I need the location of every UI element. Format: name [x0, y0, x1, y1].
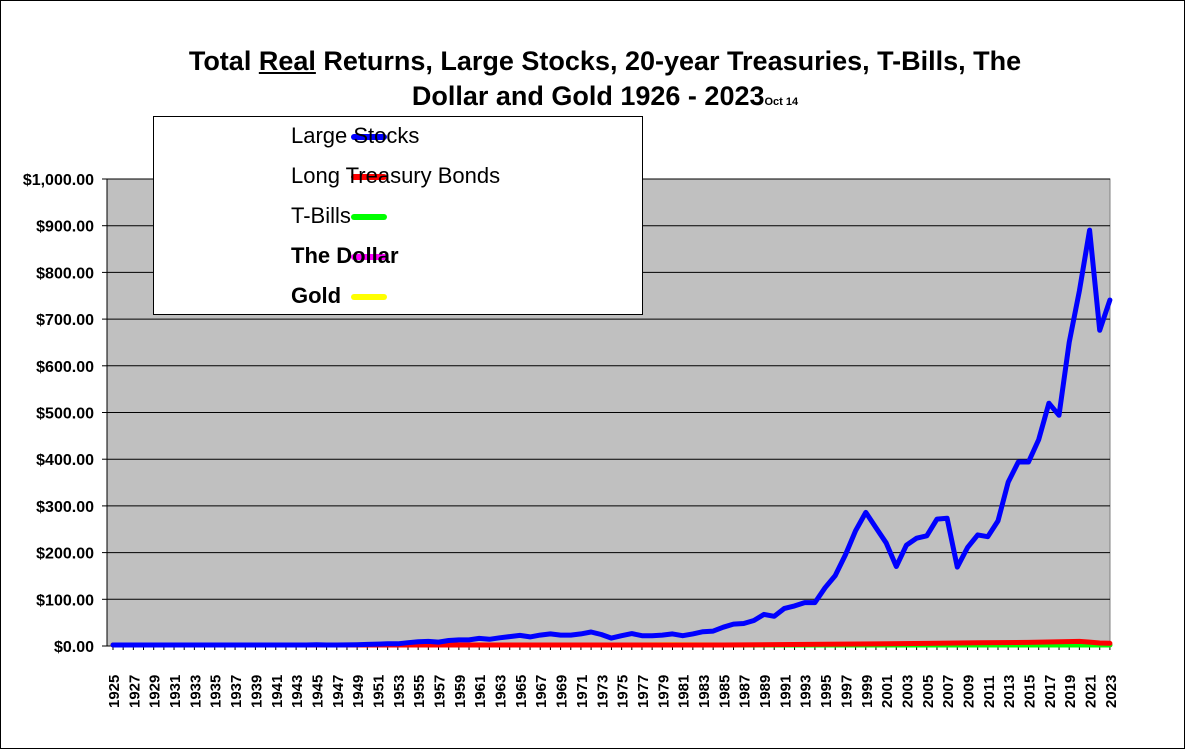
x-tick-label: 1991: [777, 675, 794, 708]
series-line-large-stocks: [110, 227, 1113, 648]
legend-label-the-dollar: The Dollar: [291, 243, 399, 268]
chart-title-line2: Dollar and Gold 1926 - 2023Oct 14: [100, 79, 1110, 119]
chart-legend: Large Stocks Long Treasury Bonds T-Bills…: [153, 116, 643, 315]
x-tick-label: 1937: [228, 675, 245, 708]
x-tick-label: 2019: [1062, 675, 1079, 708]
x-tick-label: 1943: [289, 675, 306, 708]
y-tick-label: $900.00: [36, 219, 94, 236]
title-underlined-word: Real: [258, 46, 316, 76]
legend-label-long-treasury-bonds: Long Treasury Bonds: [291, 163, 501, 188]
x-tick-label: 2007: [940, 675, 957, 708]
x-tick-label: 1977: [635, 675, 652, 708]
x-tick-label: 1953: [391, 675, 408, 708]
y-tick-label: $200.00: [36, 546, 94, 563]
x-tick-label: 1989: [757, 675, 774, 708]
legend-label-t-bills: T-Bills: [291, 203, 351, 228]
x-tick-label: 1985: [716, 675, 733, 708]
legend-swatch-the-dollar: [351, 254, 387, 260]
y-tick-label: $0.00: [54, 639, 94, 656]
title-post: Returns, Large Stocks, 20-year Treasurie…: [315, 46, 1022, 76]
x-tick-label: 1967: [533, 675, 550, 708]
y-tick-label: $400.00: [36, 452, 94, 469]
y-tick-label: $300.00: [36, 499, 94, 516]
x-tick-label: 1925: [106, 675, 123, 708]
x-tick-label: 1957: [432, 675, 449, 708]
legend-label-gold: Gold: [291, 283, 342, 308]
legend-swatch-large-stocks: [351, 134, 387, 140]
x-tick-label: 1975: [615, 675, 632, 708]
legend-swatch-long-treasury-bonds: [351, 174, 387, 180]
x-tick-label: 2021: [1083, 675, 1100, 708]
y-tick-label: $700.00: [36, 312, 94, 329]
chart-title-line1: Total Real Returns, Large Stocks, 20-yea…: [100, 44, 1110, 78]
legend-swatch-t-bills: [351, 214, 387, 220]
x-tick-label: 1927: [126, 675, 143, 708]
x-tick-label: 1993: [798, 675, 815, 708]
x-tick-label: 1965: [513, 675, 530, 708]
x-tick-label: 1973: [594, 675, 611, 708]
x-tick-label: 1995: [818, 675, 835, 708]
x-tick-label: 2009: [960, 675, 977, 708]
x-tick-label: 2017: [1042, 675, 1059, 708]
title-pre: Total: [188, 46, 259, 76]
y-tick-label: $100.00: [36, 592, 94, 609]
x-tick-label: 1941: [269, 675, 286, 708]
x-tick-label: 2011: [981, 675, 998, 708]
x-tick-label: 1939: [248, 675, 265, 708]
x-tick-label: 1971: [574, 675, 591, 708]
x-tick-label: 1969: [554, 675, 571, 708]
x-tick-label: 1929: [147, 675, 164, 708]
x-tick-label: 1959: [452, 675, 469, 708]
x-tick-label: 2005: [920, 675, 937, 708]
x-tick-label: 1963: [493, 675, 510, 708]
x-tick-label: 1999: [859, 675, 876, 708]
x-tick-label: 1933: [187, 675, 204, 708]
x-tick-label: 1947: [330, 675, 347, 708]
x-tick-label: 1931: [167, 675, 184, 708]
x-tick-label: 2023: [1103, 675, 1120, 708]
x-tick-label: 1981: [676, 675, 693, 708]
title-line2-text: Dollar and Gold 1926 - 2023: [411, 81, 765, 111]
x-tick-label: 1997: [838, 675, 855, 708]
x-tick-label: 1961: [472, 675, 489, 708]
y-tick-label: $500.00: [36, 406, 94, 423]
y-tick-label: $800.00: [36, 265, 94, 282]
x-tick-label: 1949: [350, 675, 367, 708]
x-tick-label: 2013: [1001, 675, 1018, 708]
x-tick-label: 1983: [696, 675, 713, 708]
title-date-note: Oct 14: [764, 96, 799, 108]
y-tick-label: $600.00: [36, 359, 94, 376]
x-tick-label: 1987: [737, 675, 754, 708]
x-tick-label: 1935: [208, 675, 225, 708]
x-tick-label: 2001: [879, 675, 896, 708]
legend-label-large-stocks: Large Stocks: [291, 123, 420, 148]
legend-swatch-gold: [351, 294, 387, 300]
x-tick-label: 2015: [1022, 675, 1039, 708]
y-tick-label: $1,000.00: [23, 172, 94, 189]
x-tick-label: 1945: [309, 675, 326, 708]
x-tick-label: 1955: [411, 675, 428, 708]
x-tick-label: 2003: [899, 675, 916, 708]
x-tick-label: 1979: [655, 675, 672, 708]
x-tick-label: 1951: [370, 675, 387, 708]
